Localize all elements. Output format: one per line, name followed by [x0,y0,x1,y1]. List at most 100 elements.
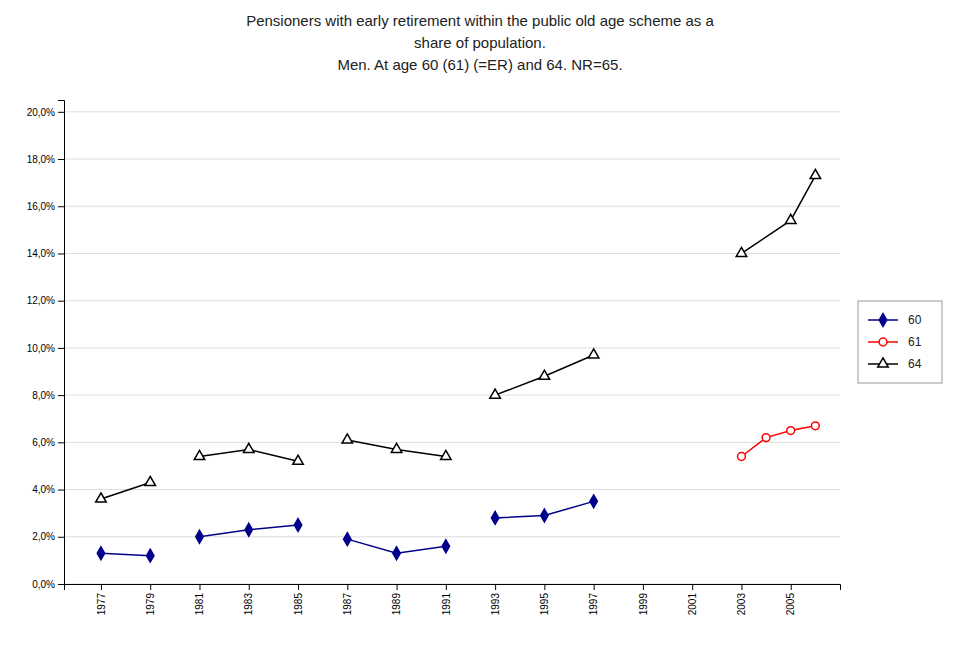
x-tick-label: 2005 [785,593,796,616]
point [145,476,156,485]
grid-line [64,395,840,396]
title-line: Pensioners with early retirement within … [246,12,714,29]
point [490,389,501,398]
x-tick: 1987 [342,584,353,615]
x-tick: 2005 [785,584,796,615]
x-tick: 1983 [243,584,254,615]
grid-line [64,111,840,112]
x-tick-mark [150,584,151,590]
x-tick-label: 2003 [736,593,747,616]
y-tick: 0,0% [32,579,64,590]
y-tick-label: 8,0% [32,390,55,401]
point [590,495,597,508]
y-tick-label: 18,0% [27,154,55,165]
x-tick: 1989 [391,584,402,615]
grid-line [64,300,840,301]
y-tick: 18,0% [27,154,64,165]
point [243,443,254,452]
y-tick-label: 4,0% [32,484,55,495]
y-axis-line [58,101,65,585]
legend-box [858,301,942,383]
x-tick-mark [298,584,299,590]
x-tick-mark [397,584,398,590]
point [810,169,821,178]
point [342,434,353,443]
point [294,519,301,532]
x-axis-line [65,585,841,591]
y-tick: 8,0% [32,390,64,401]
grid-line [64,536,840,537]
x-tick-label: 1981 [194,593,205,616]
title: Pensioners with early retirement within … [246,12,714,73]
x-tick: 1981 [194,584,205,615]
legend-item: 64 [868,357,922,371]
y-tick-mark [58,253,64,254]
x-tick-label: 1977 [96,593,107,616]
y-tick: 14,0% [27,248,64,259]
series-line [101,176,815,499]
grid-line [64,489,840,490]
legend-symbol [878,358,889,367]
y-tick-label: 20,0% [27,107,55,118]
point [391,443,402,452]
point [736,247,747,256]
x-tick: 1993 [490,584,501,615]
point [762,434,770,442]
x-tick-label: 1987 [342,593,353,616]
x-tick: 1977 [96,584,107,615]
x-tick-label: 1995 [539,593,550,616]
y-tick: 2,0% [32,531,64,542]
x-tick: 1985 [293,584,304,615]
y-tick-mark [58,395,64,396]
x-tick-mark [347,584,348,590]
y-tick-mark [58,112,64,113]
plot-area [96,169,821,562]
x-tick-mark [594,584,595,590]
point [811,422,819,430]
x-axis: 1977197919811983198519871989199119931995… [65,584,841,615]
y-tick: 10,0% [27,343,64,354]
title-line: Men. At age 60 (61) (=ER) and 64. NR=65. [337,56,622,73]
y-tick-label: 6,0% [32,437,55,448]
x-tick-mark [446,584,447,590]
y-tick: 20,0% [27,107,64,118]
x-tick-mark [249,584,250,590]
point [787,427,795,435]
grid-line [64,347,840,348]
point [344,533,351,546]
legend: 606164 [858,301,942,383]
x-tick-mark [692,584,693,590]
title-line: share of population. [414,34,546,51]
legend-label: 64 [908,357,922,371]
y-tick: 12,0% [27,295,64,306]
x-tick-label: 1997 [588,593,599,616]
x-tick: 1995 [539,584,550,615]
x-tick-mark [101,584,102,590]
series-line [101,501,594,555]
x-tick-label: 1979 [145,593,156,616]
legend-label: 60 [908,313,922,327]
point [97,547,104,560]
x-tick-label: 1985 [293,593,304,616]
x-tick-mark [643,584,644,590]
x-tick-mark [741,584,742,590]
x-tick-label: 2001 [687,593,698,616]
x-tick-label: 1999 [638,593,649,616]
y-tick-label: 0,0% [32,579,55,590]
point [293,455,304,464]
y-axis: 0,0%2,0%4,0%6,0%8,0%10,0%12,0%14,0%16,0%… [27,101,65,590]
x-tick: 2003 [736,584,747,615]
y-tick-label: 2,0% [32,531,55,542]
x-tick-mark [791,584,792,590]
series [97,495,597,562]
series-line [741,426,815,457]
y-tick-mark [58,490,64,491]
y-tick-label: 10,0% [27,343,55,354]
point [196,530,203,543]
y-tick-mark [58,537,64,538]
point [441,450,452,459]
point [738,453,746,461]
point [442,540,449,553]
series [738,422,820,461]
y-tick: 6,0% [32,437,64,448]
